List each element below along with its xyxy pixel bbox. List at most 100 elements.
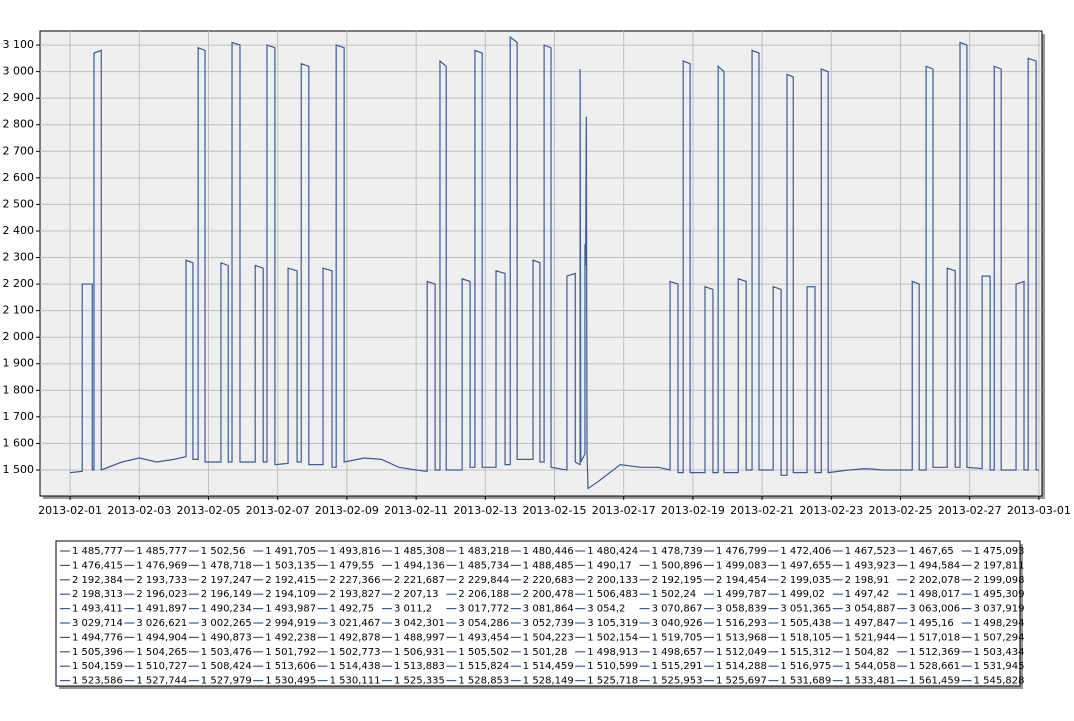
legend-label: 2 199,035 bbox=[780, 575, 831, 586]
legend-label: 1 531,945 bbox=[974, 661, 1025, 672]
data-line bbox=[70, 35, 1039, 490]
legend-label: 3 054,286 bbox=[458, 618, 509, 629]
legend-label: 1 531,689 bbox=[780, 676, 831, 687]
legend-label: 1 494,776 bbox=[72, 632, 123, 643]
legend-label: 1 480,446 bbox=[523, 546, 574, 557]
y-tick-label: 2 200 bbox=[3, 277, 35, 290]
legend-label: 2 193,827 bbox=[330, 589, 381, 600]
legend-label: 1 498,017 bbox=[909, 589, 960, 600]
x-tick-label: 2013-02-11 bbox=[384, 504, 448, 517]
legend-label: 1 544,058 bbox=[845, 661, 896, 672]
legend-label: 1 492,75 bbox=[330, 604, 375, 615]
legend-label: 3 054,887 bbox=[845, 604, 896, 615]
y-tick-label: 1 800 bbox=[3, 383, 35, 396]
legend-label: 2 198,313 bbox=[72, 589, 123, 600]
x-tick-label: 2013-03-01 bbox=[1007, 504, 1071, 517]
legend-label: 1 528,853 bbox=[458, 676, 509, 687]
legend-label: 1 504,159 bbox=[72, 661, 123, 672]
legend-label: 3 040,926 bbox=[652, 618, 703, 629]
legend-label: 1 527,979 bbox=[201, 676, 252, 687]
legend-label: 1 493,987 bbox=[265, 604, 316, 615]
legend-label: 1 491,897 bbox=[136, 604, 187, 615]
legend-label: 1 505,438 bbox=[780, 618, 831, 629]
legend-label: 3 051,365 bbox=[780, 604, 831, 615]
legend-label: 1 528,149 bbox=[523, 676, 574, 687]
legend-label: 1 475,093 bbox=[974, 546, 1025, 557]
legend-label: 1 483,218 bbox=[458, 546, 509, 557]
legend-label: 1 508,424 bbox=[201, 661, 252, 672]
legend-label: 1 501,28 bbox=[523, 647, 568, 658]
legend-label: 3 011,2 bbox=[394, 604, 432, 615]
legend-label: 1 494,904 bbox=[136, 632, 187, 643]
legend-label: 1 485,777 bbox=[72, 546, 123, 557]
legend-label: 1 485,777 bbox=[136, 546, 187, 557]
legend-label: 3 021,467 bbox=[330, 618, 381, 629]
legend-label: 1 518,105 bbox=[780, 632, 831, 643]
x-tick-label: 2013-02-17 bbox=[592, 504, 656, 517]
legend-label: 1 499,02 bbox=[780, 589, 825, 600]
legend-label: 1 510,727 bbox=[136, 661, 187, 672]
y-tick-label: 1 600 bbox=[3, 436, 35, 449]
legend-label: 1 561,459 bbox=[909, 676, 960, 687]
legend-label: 1 498,657 bbox=[652, 647, 703, 658]
x-tick-label: 2013-02-21 bbox=[730, 504, 794, 517]
legend-label: 1 501,792 bbox=[265, 647, 316, 658]
legend-label: 3 063,006 bbox=[909, 604, 960, 615]
legend-label: 2 221,687 bbox=[394, 575, 445, 586]
legend-label: 1 533,481 bbox=[845, 676, 896, 687]
x-tick-label: 2013-02-13 bbox=[453, 504, 517, 517]
legend-label: 3 002,265 bbox=[201, 618, 252, 629]
grid bbox=[40, 31, 1042, 496]
legend-label: 2 199,098 bbox=[974, 575, 1025, 586]
legend-label: 3 042,301 bbox=[394, 618, 445, 629]
legend-label: 3 037,919 bbox=[974, 604, 1025, 615]
legend-label: 1 485,734 bbox=[458, 560, 509, 571]
x-tick-label: 2013-02-05 bbox=[177, 504, 241, 517]
y-tick-label: 3 100 bbox=[3, 38, 35, 51]
legend-label: 1 503,476 bbox=[201, 647, 252, 658]
legend-label: 2 206,188 bbox=[458, 589, 509, 600]
legend-label: 3 070,867 bbox=[652, 604, 703, 615]
legend-label: 1 506,483 bbox=[587, 589, 638, 600]
legend-label: 3 052,739 bbox=[523, 618, 574, 629]
x-tick-label: 2013-02-03 bbox=[107, 504, 171, 517]
legend-label: 1 505,502 bbox=[458, 647, 509, 658]
legend-label: 2 197,247 bbox=[201, 575, 252, 586]
legend: 1 485,777 1 485,777 1 502,56 1 491,705 1 493… bbox=[60, 546, 1025, 687]
legend-label: 2 202,078 bbox=[909, 575, 960, 586]
legend-label: 2 194,454 bbox=[716, 575, 767, 586]
legend-label: 1 467,523 bbox=[845, 546, 896, 557]
legend-label: 3 026,621 bbox=[136, 618, 187, 629]
y-tick-label: 2 300 bbox=[3, 251, 35, 264]
legend-label: 1 507,294 bbox=[974, 632, 1025, 643]
legend-label: 3 105,319 bbox=[587, 618, 638, 629]
x-tick-label: 2013-02-01 bbox=[38, 504, 102, 517]
legend-label: 1 515,824 bbox=[458, 661, 509, 672]
legend-label: 1 497,655 bbox=[780, 560, 831, 571]
legend-label: 1 514,288 bbox=[716, 661, 767, 672]
legend-label: 1 478,718 bbox=[201, 560, 252, 571]
legend-label: 1 491,705 bbox=[265, 546, 316, 557]
legend-label: 2 198,91 bbox=[845, 575, 890, 586]
y-tick-label: 1 900 bbox=[3, 357, 35, 370]
legend-label: 1 530,495 bbox=[265, 676, 316, 687]
legend-label: 1 503,135 bbox=[265, 560, 316, 571]
legend-label: 1 493,411 bbox=[72, 604, 123, 615]
x-tick-label: 2013-02-09 bbox=[315, 504, 379, 517]
legend-label: 1 490,234 bbox=[201, 604, 252, 615]
legend-label: 2 196,149 bbox=[201, 589, 252, 600]
legend-label: 2 197,811 bbox=[974, 560, 1025, 571]
legend-label: 1 530,111 bbox=[330, 676, 381, 687]
y-tick-label: 2 800 bbox=[3, 118, 35, 131]
legend-label: 1 485,308 bbox=[394, 546, 445, 557]
legend-label: 1 480,424 bbox=[587, 546, 638, 557]
legend-label: 1 493,816 bbox=[330, 546, 381, 557]
y-tick-label: 2 000 bbox=[3, 330, 35, 343]
legend-label: 2 994,919 bbox=[265, 618, 316, 629]
legend-label: 2 192,384 bbox=[72, 575, 123, 586]
legend-label: 1 479,55 bbox=[330, 560, 375, 571]
y-tick-label: 2 700 bbox=[3, 144, 35, 157]
y-tick-label: 2 500 bbox=[3, 197, 35, 210]
legend-label: 3 054,2 bbox=[587, 604, 625, 615]
legend-label: 1 523,586 bbox=[72, 676, 123, 687]
